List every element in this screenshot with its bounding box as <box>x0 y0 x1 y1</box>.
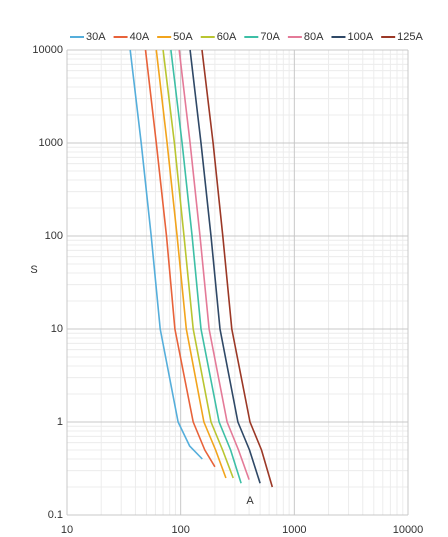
x-tick-label: 1000 <box>282 524 306 536</box>
x-tick-label: 10000 <box>393 524 424 536</box>
legend-label: 40A <box>130 31 150 43</box>
series-line <box>178 49 250 480</box>
legend-label: 100A <box>347 31 373 43</box>
y-tick-label: 10 <box>51 323 63 335</box>
grid <box>66 49 409 516</box>
series-line <box>170 49 242 484</box>
legend-label: 50A <box>173 31 193 43</box>
x-axis-label: A <box>246 495 254 507</box>
legend-label: 70A <box>260 31 280 43</box>
y-tick-label: 0.1 <box>48 509 63 521</box>
y-tick-label: 1 <box>57 416 63 428</box>
legend-label: 60A <box>217 31 237 43</box>
series-line <box>201 49 274 488</box>
legend-label: 80A <box>304 31 324 43</box>
y-axis-label: S <box>30 264 37 276</box>
series-line <box>189 49 261 484</box>
series-line <box>129 49 203 460</box>
series-line <box>155 49 227 479</box>
legend-label: 30A <box>86 31 106 43</box>
y-tick-label: 10000 <box>32 44 63 56</box>
y-tick-label: 100 <box>45 230 63 242</box>
series-line <box>144 49 216 468</box>
series-line <box>162 49 234 479</box>
y-tick-label: 1000 <box>39 137 63 149</box>
legend-label: 125A <box>397 31 423 43</box>
x-tick-label: 100 <box>171 524 189 536</box>
x-tick-label: 10 <box>61 524 73 536</box>
